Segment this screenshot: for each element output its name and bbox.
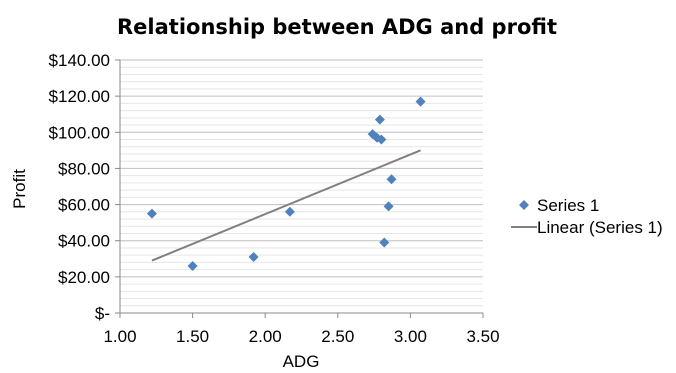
x-tick-label: 1.00 <box>103 327 136 346</box>
gridlines <box>120 59 483 307</box>
chart-title: Relationship between ADG and profit <box>117 15 557 39</box>
x-tick-label: 2.00 <box>249 327 282 346</box>
data-point <box>379 237 390 248</box>
axes <box>115 59 484 318</box>
data-point <box>386 174 397 185</box>
data-point <box>248 251 259 262</box>
trendline <box>151 149 421 262</box>
legend-label-trendline: Linear (Series 1) <box>537 218 663 237</box>
data-point <box>284 206 295 217</box>
legend-label-series-1: Series 1 <box>537 196 599 215</box>
x-tick-label: 3.50 <box>466 327 499 346</box>
y-tick-label: $60.00 <box>58 196 110 215</box>
y-tick-label: $80.00 <box>58 159 110 178</box>
data-point <box>415 96 426 107</box>
tick-labels: $- $20.00 $40.00 $60.00 $80.00 $100.00 $120.00… <box>49 51 500 346</box>
data-point <box>374 114 385 125</box>
data-point <box>383 201 394 212</box>
y-tick-label: $20.00 <box>58 268 110 287</box>
data-points <box>146 96 426 272</box>
data-point <box>187 261 198 272</box>
y-tick-label: $120.00 <box>49 87 110 106</box>
x-tick-label: 3.00 <box>394 327 427 346</box>
y-axis-title: Profit <box>10 169 29 209</box>
trendline-layer <box>151 149 421 262</box>
x-axis-title: ADG <box>283 352 320 371</box>
y-tick-label: $40.00 <box>58 232 110 251</box>
y-tick-label: $- <box>95 304 110 323</box>
x-tick-label: 2.50 <box>321 327 354 346</box>
y-tick-label: $100.00 <box>49 123 110 142</box>
data-point <box>376 134 387 145</box>
x-tick-label: 1.50 <box>176 327 209 346</box>
legend-marker-series-1 <box>519 200 529 210</box>
legend: Series 1 Linear (Series 1) <box>511 196 663 237</box>
data-point <box>146 208 157 219</box>
y-tick-label: $140.00 <box>49 51 110 70</box>
